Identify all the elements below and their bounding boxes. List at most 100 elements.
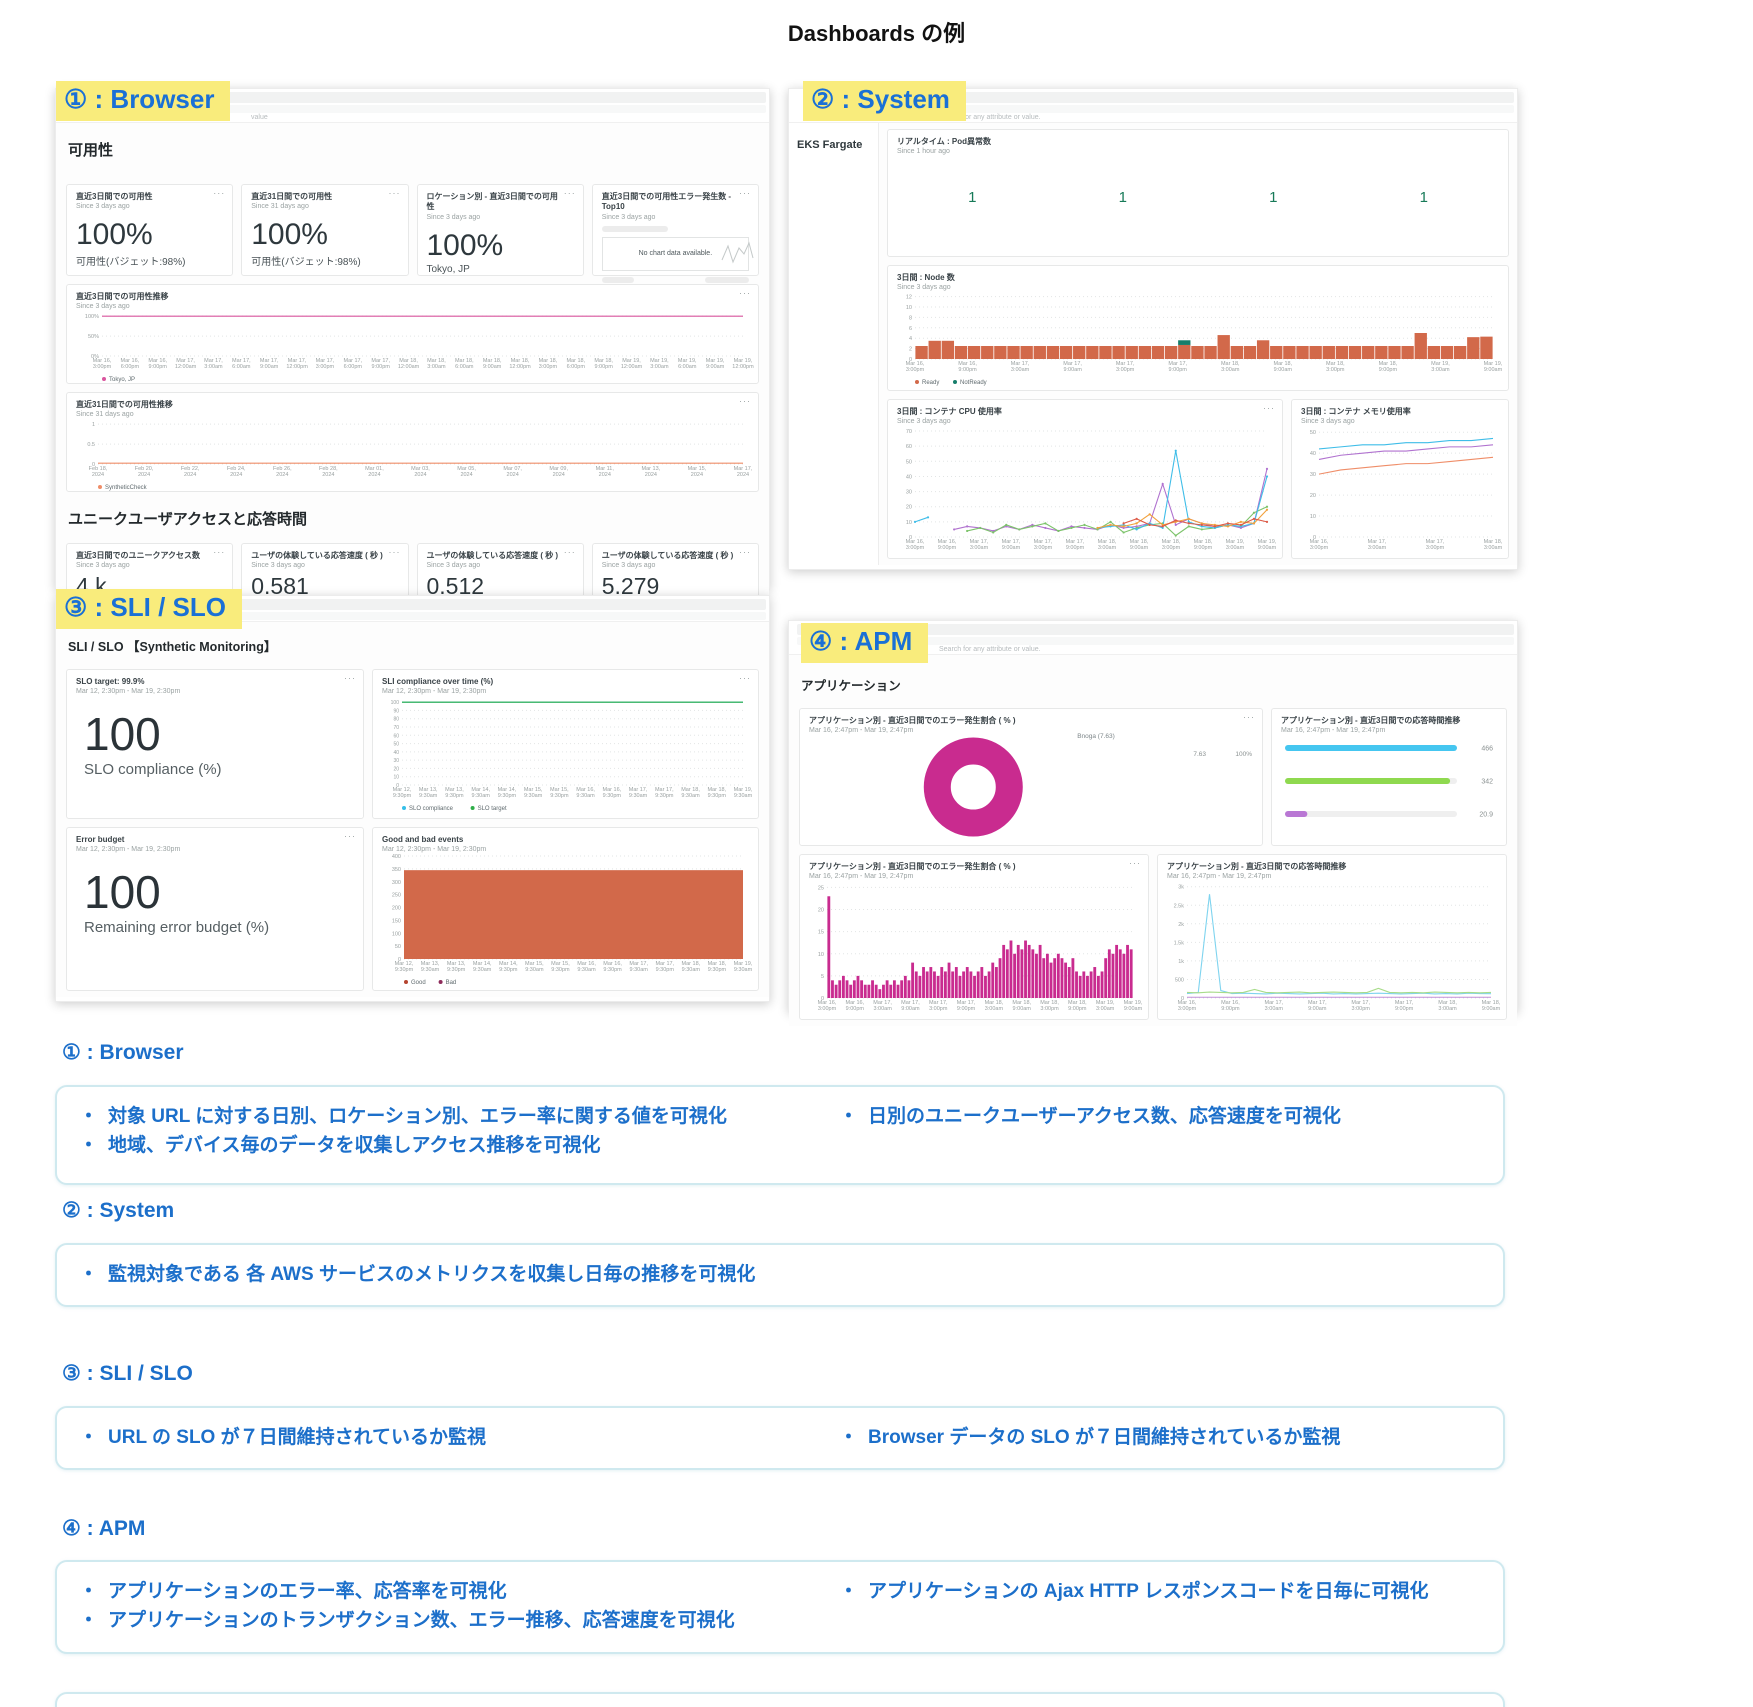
widget-subtitle: Since 3 days ago [76, 303, 130, 311]
svg-text:Mar 17,9:00am: Mar 17, 9:00am [1063, 361, 1082, 373]
svg-text:342: 342 [1481, 779, 1493, 786]
svg-text:Mar 16,3:00pm: Mar 16, 3:00pm [1178, 1000, 1197, 1012]
svg-text:40: 40 [906, 475, 912, 481]
svg-text:Mar 05,2024: Mar 05, 2024 [457, 466, 476, 478]
widget-menu-button[interactable]: ··· [563, 188, 576, 198]
bullet-text: 監視対象である 各 AWS サービスのメトリクスを収集し日毎の推移を可視化 [108, 1264, 756, 1285]
svg-text:40: 40 [393, 750, 399, 756]
widget-menu-button[interactable]: ··· [213, 188, 226, 198]
svg-text:Mar 14,9:30am: Mar 14, 9:30am [473, 961, 492, 973]
apm-dashboard-panel: ④ : APM Search for any attribute or valu… [788, 620, 1518, 1026]
widget-menu-button[interactable]: ··· [739, 547, 751, 557]
svg-text:10: 10 [906, 305, 912, 311]
svg-text:50: 50 [393, 742, 399, 748]
svg-text:20: 20 [1310, 493, 1316, 499]
svg-text:0: 0 [909, 357, 912, 363]
svg-text:Mar 16,3:00pm: Mar 16, 3:00pm [1310, 539, 1329, 551]
bullet-item: ・地域、デバイス毎のデータを収集しアクセス推移を可視化 [79, 1131, 839, 1160]
svg-text:30: 30 [393, 759, 399, 765]
system-search-input[interactable]: Search for any attribute or value. [939, 114, 1041, 121]
widget-title: 3日間 : コンテナ CPU 使用率 [897, 407, 1002, 416]
svg-text:Mar 18,12:00am: Mar 18, 12:00am [398, 358, 420, 370]
svg-text:Mar 19,9:30am: Mar 19, 9:30am [734, 787, 753, 799]
widget-title: アプリケーション別 - 直近3日間での応答時間推移 [1167, 862, 1347, 871]
widget-title: リアルタイム : Pod異常数 [897, 137, 991, 146]
svg-text:Mar 13,2024: Mar 13, 2024 [642, 466, 661, 478]
browser-search-input[interactable]: value [251, 114, 268, 121]
widget-menu-button[interactable]: ··· [213, 547, 226, 557]
bullet-item: ・アプリケーションのエラー率、応答率を可視化 [79, 1577, 839, 1606]
section-title-availability: 可用性 [68, 142, 114, 159]
widget-menu-button[interactable]: ··· [563, 547, 576, 557]
widget-error-budget: ··· Error budget Mar 12, 2:30pm - Mar 19… [66, 827, 364, 991]
widget-menu-button[interactable]: ··· [1263, 403, 1275, 413]
svg-text:Mar 07,2024: Mar 07, 2024 [503, 466, 522, 478]
svg-text:Mar 17,3:00am: Mar 17, 3:00am [1265, 1000, 1284, 1012]
svg-text:80: 80 [393, 717, 399, 723]
svg-text:Mar 17,9:00pm: Mar 17, 9:00pm [1066, 539, 1085, 551]
widget-response-speed-2: ··· ユーザの体験している応答速度 ( 秒 ) Since 3 days ag… [416, 543, 584, 598]
svg-text:0: 0 [909, 535, 912, 541]
svg-text:350: 350 [392, 867, 401, 873]
widget-menu-button[interactable]: ··· [343, 673, 356, 683]
widget-caption: SLO compliance (%) [84, 761, 222, 779]
svg-text:70: 70 [393, 725, 399, 731]
widget-title: ユーザの体験している応答速度 ( 秒 ) [601, 551, 734, 560]
widget-menu-button[interactable]: ··· [739, 673, 751, 683]
widget-caption: 可用性(バジェット:98%) [76, 257, 186, 269]
widget-menu-button[interactable]: ··· [388, 188, 401, 198]
widget-error-trend-bars: ··· アプリケーション別 - 直近3日間でのエラー発生割合 ( % ) Mar… [799, 854, 1149, 1020]
apm-toolbar [797, 624, 1514, 635]
widget-subtitle: Since 3 days ago [897, 418, 951, 426]
widget-value: 100% [76, 218, 153, 252]
bullet-item: ・日別のユニークユーザーアクセス数、応答速度を可視化 [839, 1102, 1481, 1131]
svg-text:Mar 18,3:00am: Mar 18, 3:00am [1221, 361, 1240, 373]
svg-text:Mar 16,9:30pm: Mar 16, 9:30pm [603, 787, 622, 799]
svg-text:Mar 17,3:00am: Mar 17, 3:00am [873, 1000, 892, 1012]
svg-text:Mar 17,9:00am: Mar 17, 9:00am [260, 358, 279, 370]
widget-title: 直近3日間でのユニークアクセス数 [76, 551, 201, 560]
widget-subtitle: Since 3 days ago [251, 562, 305, 570]
widget-title: 3日間 : Node 数 [897, 273, 955, 282]
widget-menu-button[interactable]: ··· [343, 831, 356, 841]
donut-side-value: 7.63 [1193, 751, 1206, 758]
widget-menu-button[interactable]: ··· [1243, 712, 1255, 722]
svg-text:Mar 19,6:00am: Mar 19, 6:00am [678, 358, 697, 370]
widget-title: 直近3日間での可用性 [76, 192, 153, 201]
svg-text:Mar 14,9:30pm: Mar 14, 9:30pm [499, 961, 518, 973]
svg-text:1.5k: 1.5k [1174, 941, 1185, 947]
svg-text:Mar 19,9:00am: Mar 19, 9:00am [1258, 539, 1277, 551]
widget-title: ユーザの体験している応答速度 ( 秒 ) [251, 551, 383, 560]
svg-text:Mar 13,9:30pm: Mar 13, 9:30pm [447, 961, 466, 973]
widget-menu-button[interactable]: ··· [739, 188, 751, 198]
widget-menu-button[interactable]: ··· [739, 288, 751, 298]
bullet-text: アプリケーションのエラー率、応答率を可視化 [108, 1581, 507, 1602]
svg-text:Mar 18,9:00pm: Mar 18, 9:00pm [1194, 539, 1213, 551]
sparkline-icon [721, 241, 754, 264]
widget-subtitle: Since 3 days ago [601, 562, 656, 570]
svg-text:0: 0 [396, 783, 399, 789]
svg-text:Mar 19,9:30am: Mar 19, 9:30am [734, 961, 753, 973]
svg-text:Mar 14,9:30pm: Mar 14, 9:30pm [498, 787, 517, 799]
availability-trend-3d-chart: 100% 50% 0% Mar 16, 3:00pm Mar 16, 6:00pm Mar 1… [76, 310, 754, 384]
sidebar-item-eks-fargate[interactable]: EKS Fargate [797, 139, 863, 151]
widget-availability-31d: ··· 直近31日間での可用性 Since 31 days ago 100% 可… [241, 184, 409, 276]
widget-menu-button[interactable]: ··· [739, 396, 751, 406]
apm-search-input[interactable]: Search for any attribute or value. [939, 646, 1041, 653]
svg-text:Mar 19,9:00am: Mar 19, 9:00am [1484, 361, 1503, 373]
good-bad-events-chart: 400 350 300 250 200 150 100 50 0 Mar 12, 9:30pm Mar… [382, 853, 753, 987]
svg-text:Mar 19,3:00am: Mar 19, 3:00am [650, 358, 669, 370]
svg-text:Mar 16,6:00pm: Mar 16, 6:00pm [121, 358, 140, 370]
svg-text:150: 150 [392, 919, 401, 925]
svg-text:Mar 19,3:00am: Mar 19, 3:00am [1226, 539, 1245, 551]
svg-text:Mar 16,9:00pm: Mar 16, 9:00pm [845, 1000, 864, 1012]
page-title: Dashboards の例 [787, 21, 966, 46]
system-panel-label: ② : System [803, 81, 966, 121]
svg-text:Mar 15,9:30am: Mar 15, 9:30am [525, 961, 544, 973]
widget-title: SLO target: 99.9% [76, 677, 145, 686]
svg-text:Mar 16,9:00pm: Mar 16, 9:00pm [958, 361, 977, 373]
svg-text:2: 2 [909, 347, 912, 353]
cpu-usage-chart: 70 60 50 40 30 20 10 0 Mar 16, 3:00pm Mar 16, 9:00p… [897, 425, 1277, 553]
widget-menu-button[interactable]: ··· [388, 547, 401, 557]
widget-menu-button[interactable]: ··· [1129, 858, 1141, 868]
